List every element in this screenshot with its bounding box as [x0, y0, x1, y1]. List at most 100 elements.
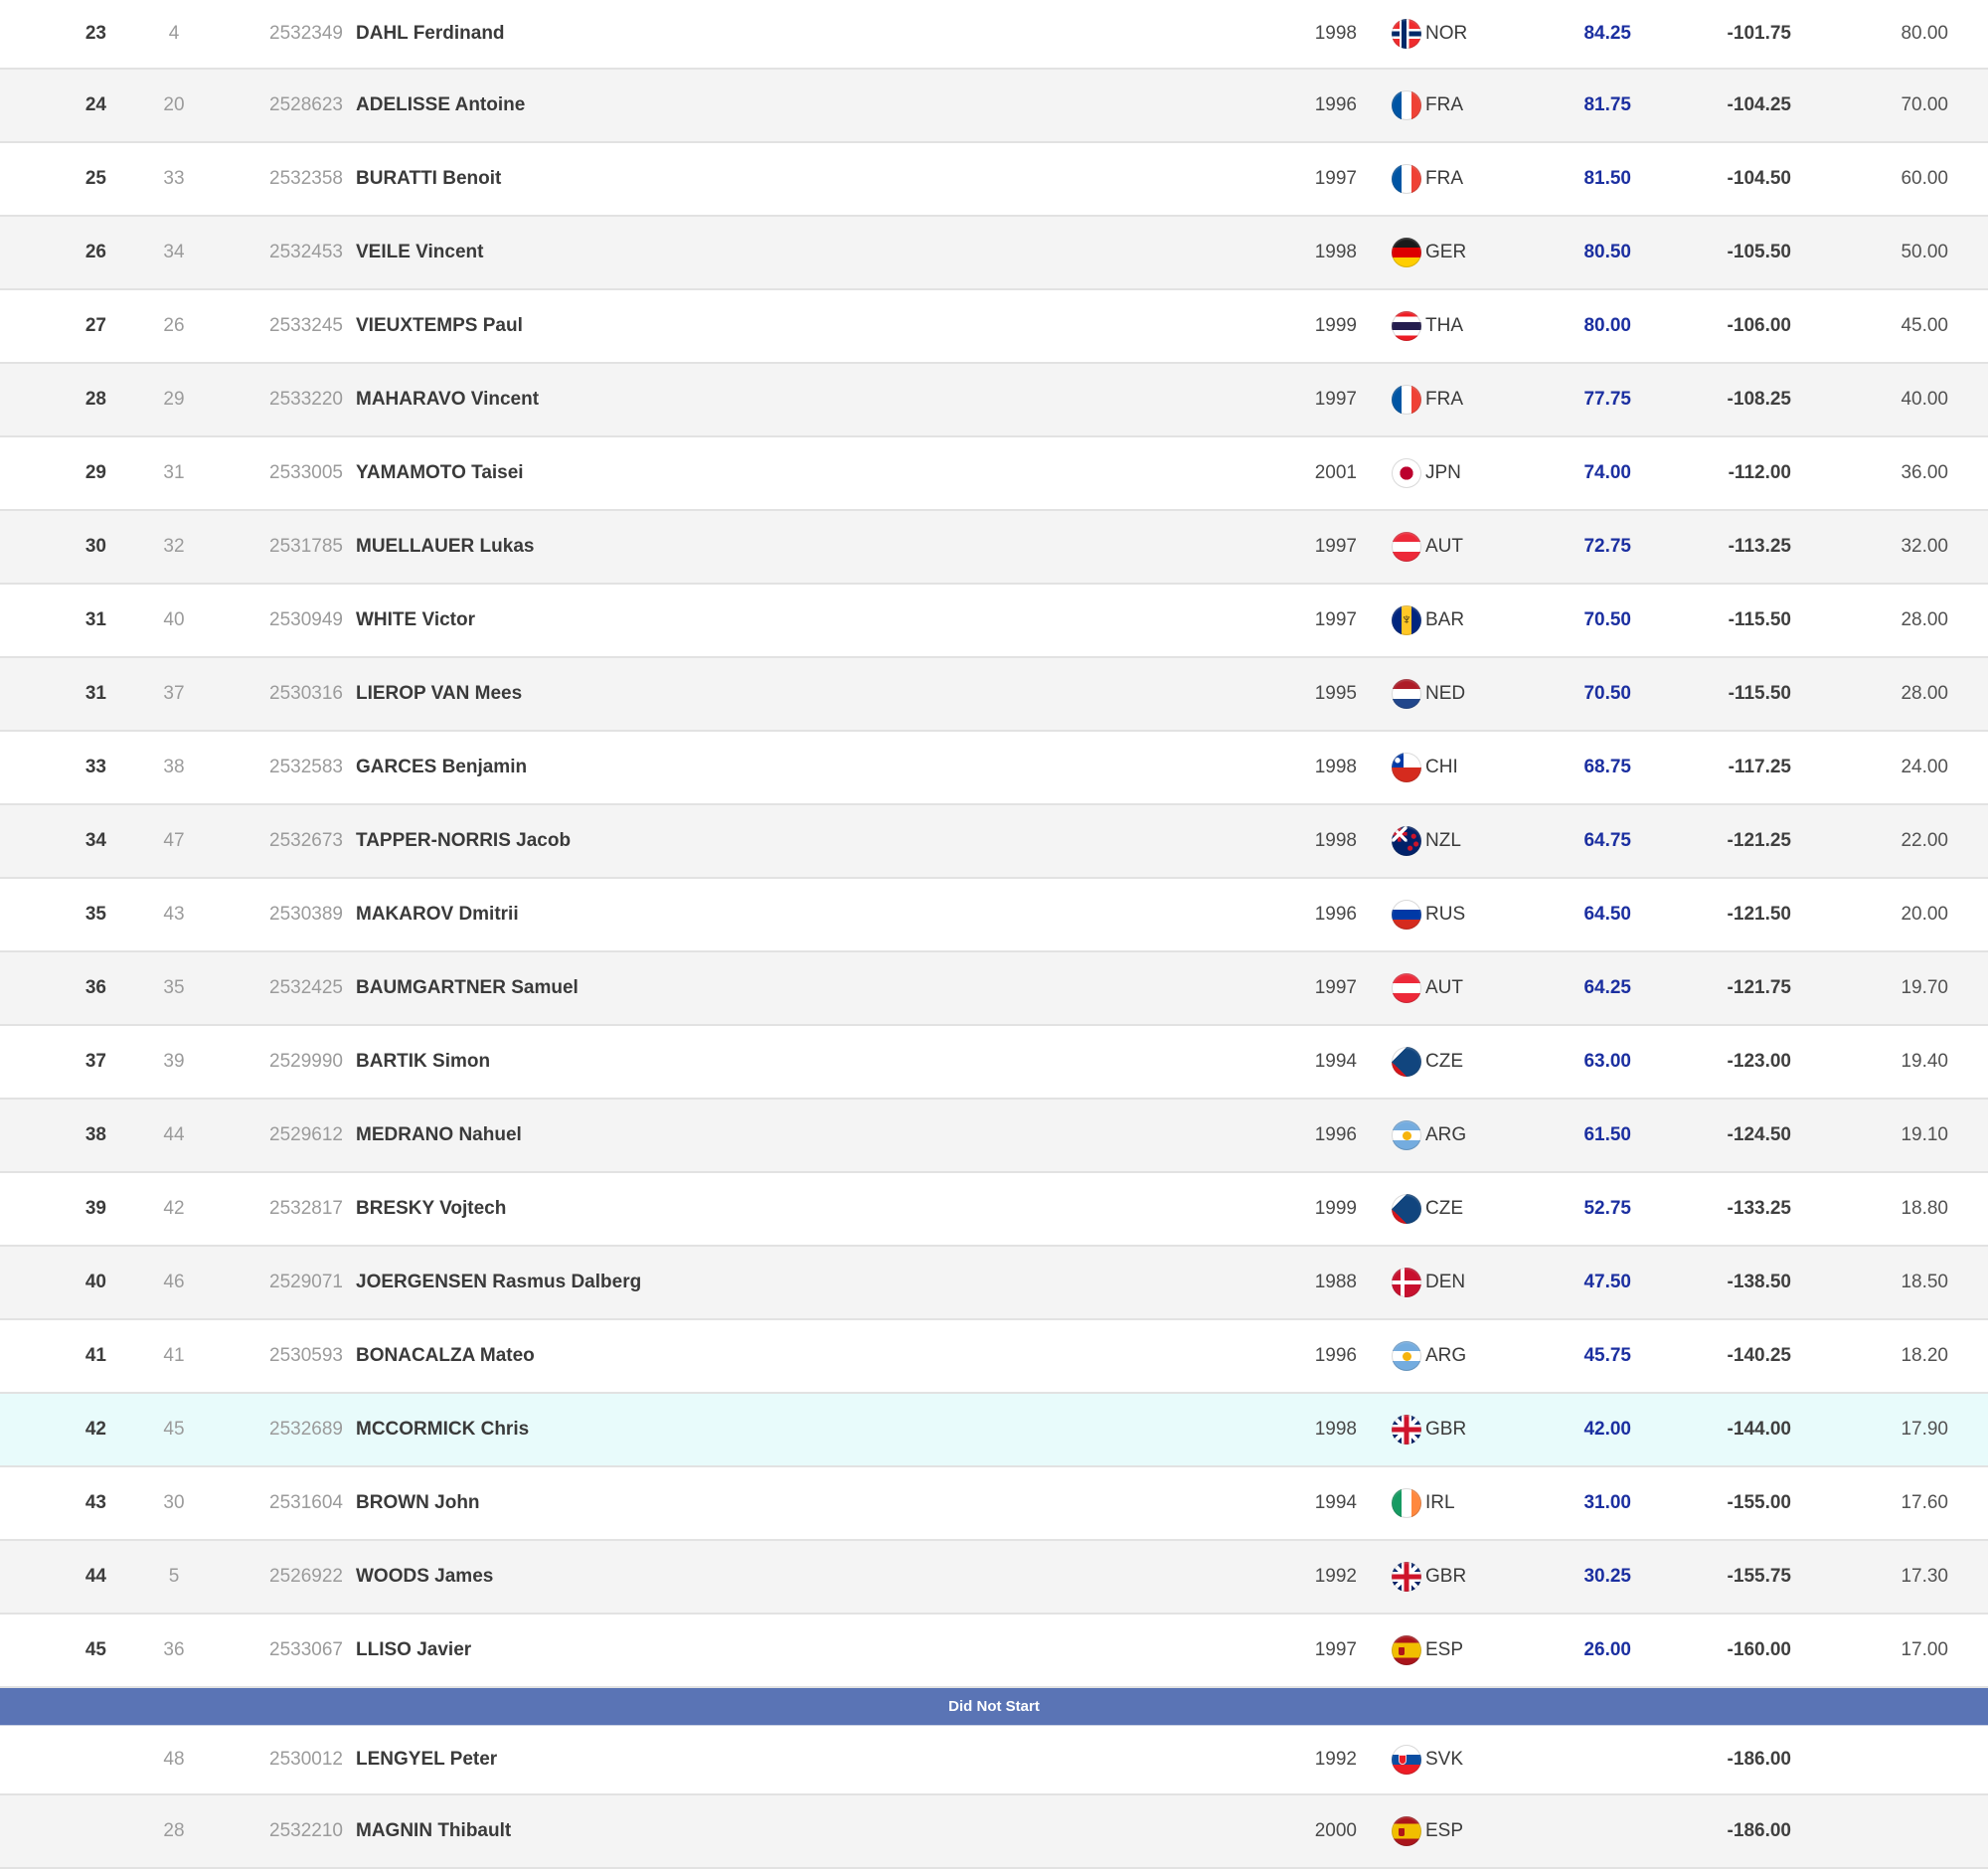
result-row[interactable]: 23 4 2532349 DAHL Ferdinand 1998 NOR 84.…	[0, 0, 1988, 70]
cup-points: 19.40	[1901, 1051, 1948, 1072]
fis-code: 2531604	[269, 1492, 343, 1513]
result-row[interactable]: 31 40 2530949 WHITE Victor 1997 BAR 70.5…	[0, 585, 1988, 658]
cup-points: 19.10	[1901, 1124, 1948, 1145]
result-row[interactable]: 33 38 2532583 GARCES Benjamin 1998 CHI 6…	[0, 732, 1988, 805]
cup-points: 60.00	[1901, 168, 1948, 189]
nation-code: GER	[1425, 242, 1467, 262]
rank-value: 30	[84, 536, 106, 557]
bib-number: 45	[163, 1419, 185, 1440]
score-difference: -140.25	[1727, 1345, 1791, 1366]
result-score: 64.75	[1583, 830, 1631, 851]
cze-flag-icon	[1392, 1194, 1421, 1224]
nation-code: NOR	[1425, 23, 1468, 44]
result-row[interactable]: 24 20 2528623 ADELISSE Antoine 1996 FRA …	[0, 70, 1988, 143]
result-row[interactable]: 41 41 2530593 BONACALZA Mateo 1996 ARG 4…	[0, 1320, 1988, 1394]
result-row[interactable]: 35 43 2530389 MAKAROV Dmitrii 1996 RUS 6…	[0, 879, 1988, 952]
result-row[interactable]: 34 47 2532673 TAPPER-NORRIS Jacob 1998 N…	[0, 805, 1988, 879]
score-difference: -123.00	[1727, 1051, 1791, 1072]
esp-flag-icon	[1392, 1816, 1421, 1846]
fis-code: 2533220	[269, 389, 343, 410]
nation-code: AUT	[1425, 977, 1463, 998]
athlete-name: MCCORMICK Chris	[356, 1419, 530, 1440]
fis-code: 2532349	[269, 23, 343, 44]
athlete-name: ADELISSE Antoine	[356, 94, 526, 115]
result-score: 30.25	[1583, 1566, 1631, 1587]
bib-number: 48	[163, 1749, 185, 1770]
rank-value: 35	[84, 904, 106, 925]
birth-year: 1999	[1314, 315, 1357, 336]
nation-code: AUT	[1425, 536, 1463, 557]
bar-flag-icon	[1392, 605, 1421, 635]
bib-number: 26	[163, 315, 185, 336]
cup-points: 19.70	[1901, 977, 1948, 998]
result-row[interactable]: 43 30 2531604 BROWN John 1994 IRL 31.00 …	[0, 1467, 1988, 1541]
result-row[interactable]: 38 44 2529612 MEDRANO Nahuel 1996 ARG 61…	[0, 1100, 1988, 1173]
result-row[interactable]: 40 46 2529071 JOERGENSEN Rasmus Dalberg …	[0, 1247, 1988, 1320]
rank-value: 28	[84, 389, 106, 410]
result-row[interactable]: 29 31 2533005 YAMAMOTO Taisei 2001 JPN 7…	[0, 437, 1988, 511]
result-row[interactable]: 31 37 2530316 LIEROP VAN Mees 1995 NED 7…	[0, 658, 1988, 732]
fis-code: 2529071	[269, 1272, 343, 1292]
rank-value: 36	[84, 977, 106, 998]
did-not-start-header: Did Not Start	[0, 1688, 1988, 1726]
cup-points: 28.00	[1901, 609, 1948, 630]
fis-code: 2532817	[269, 1198, 343, 1219]
score-difference: -115.50	[1728, 683, 1791, 704]
cup-points: 17.00	[1901, 1639, 1948, 1660]
rank-value: 40	[84, 1272, 106, 1292]
rank-value: 38	[84, 1124, 106, 1145]
result-score: 80.00	[1583, 315, 1631, 336]
bib-number: 31	[163, 462, 185, 483]
svk-flag-icon	[1392, 1745, 1421, 1775]
result-row[interactable]: 44 5 2526922 WOODS James 1992 GBR 30.25 …	[0, 1541, 1988, 1615]
athlete-name: BAUMGARTNER Samuel	[356, 977, 579, 998]
result-row[interactable]: 25 33 2532358 BURATTI Benoit 1997 FRA 81…	[0, 143, 1988, 217]
nation-code: ARG	[1425, 1345, 1467, 1366]
score-difference: -104.25	[1727, 94, 1791, 115]
athlete-name: BARTIK Simon	[356, 1051, 491, 1072]
score-difference: -186.00	[1727, 1820, 1791, 1841]
chi-flag-icon	[1392, 753, 1421, 782]
result-row[interactable]: 48 2530012 LENGYEL Peter 1992 SVK -186.0…	[0, 1726, 1988, 1795]
result-row[interactable]: 26 34 2532453 VEILE Vincent 1998 GER 80.…	[0, 217, 1988, 290]
result-row[interactable]: 28 2532210 MAGNIN Thibault 2000 ESP -186…	[0, 1795, 1988, 1869]
rank-value: 23	[84, 23, 106, 44]
result-row[interactable]: 42 45 2532689 MCCORMICK Chris 1998 GBR 4…	[0, 1394, 1988, 1467]
nation-code: JPN	[1425, 462, 1461, 483]
cup-points: 36.00	[1901, 462, 1948, 483]
result-score: 64.50	[1583, 904, 1631, 925]
athlete-name: MAHARAVO Vincent	[356, 389, 540, 410]
result-row[interactable]: 37 39 2529990 BARTIK Simon 1994 CZE 63.0…	[0, 1026, 1988, 1100]
nation-code: CZE	[1425, 1198, 1463, 1219]
score-difference: -104.50	[1727, 168, 1791, 189]
result-row[interactable]: 27 26 2533245 VIEUXTEMPS Paul 1999 THA 8…	[0, 290, 1988, 364]
birth-year: 1996	[1314, 94, 1357, 115]
result-row[interactable]: 30 32 2531785 MUELLAUER Lukas 1997 AUT 7…	[0, 511, 1988, 585]
bib-number: 42	[163, 1198, 185, 1219]
score-difference: -121.25	[1727, 830, 1791, 851]
birth-year: 1998	[1314, 1419, 1357, 1440]
birth-year: 1998	[1314, 23, 1357, 44]
athlete-name: WOODS James	[356, 1566, 494, 1587]
birth-year: 2000	[1314, 1820, 1357, 1841]
result-row[interactable]: 36 35 2532425 BAUMGARTNER Samuel 1997 AU…	[0, 952, 1988, 1026]
athlete-name: DAHL Ferdinand	[356, 23, 505, 44]
result-row[interactable]: 28 29 2533220 MAHARAVO Vincent 1997 FRA …	[0, 364, 1988, 437]
cup-points: 45.00	[1901, 315, 1948, 336]
birth-year: 1997	[1314, 609, 1357, 630]
rank-value: 24	[84, 94, 106, 115]
fis-code: 2529612	[269, 1124, 343, 1145]
rank-value: 43	[84, 1492, 106, 1513]
cup-points: 18.20	[1901, 1345, 1948, 1366]
fis-code: 2530316	[269, 683, 343, 704]
result-score: 26.00	[1583, 1639, 1631, 1660]
fis-code: 2530949	[269, 609, 343, 630]
result-row[interactable]: 45 36 2533067 LLISO Javier 1997 ESP 26.0…	[0, 1615, 1988, 1688]
birth-year: 2001	[1314, 462, 1357, 483]
result-score: 52.75	[1583, 1198, 1631, 1219]
score-difference: -138.50	[1727, 1272, 1791, 1292]
athlete-name: LLISO Javier	[356, 1639, 472, 1660]
result-row[interactable]: 39 42 2532817 BRESKY Vojtech 1999 CZE 52…	[0, 1173, 1988, 1247]
result-score: 64.25	[1583, 977, 1631, 998]
score-difference: -160.00	[1727, 1639, 1791, 1660]
